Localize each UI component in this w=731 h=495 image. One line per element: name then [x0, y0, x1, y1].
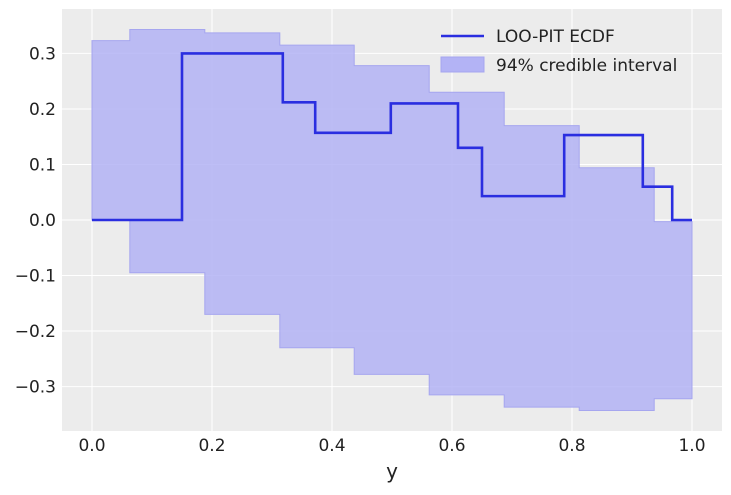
y-tick-label: 0.3	[29, 44, 56, 64]
series-layer	[92, 52, 692, 222]
x-tick-label: 0.0	[78, 436, 105, 456]
y-tick-label: 0.0	[29, 211, 56, 231]
x-axis-ticks: 0.0 0.2 0.4 0.6 0.8 1.0	[78, 436, 705, 456]
legend: LOO-PIT ECDF 94% credible interval	[440, 27, 677, 76]
x-tick-label: 0.8	[558, 436, 585, 456]
legend-band-swatch	[440, 56, 485, 73]
ecdf-line	[92, 52, 692, 222]
x-tick-label: 0.2	[198, 436, 225, 456]
y-tick-label: −0.1	[15, 267, 56, 287]
y-tick-label: 0.2	[29, 100, 56, 120]
credible-interval-area	[91, 29, 693, 411]
y-axis-ticks: 0.3 0.2 0.1 0.0 −0.1 −0.2 −0.3	[15, 44, 56, 397]
legend-label-ecdf: LOO-PIT ECDF	[496, 27, 615, 47]
y-tick-label: −0.3	[15, 378, 56, 398]
credible-interval-band	[91, 29, 693, 411]
x-tick-label: 0.6	[438, 436, 465, 456]
x-axis-label: y	[386, 459, 398, 483]
x-tick-label: 1.0	[678, 436, 705, 456]
x-tick-label: 0.4	[318, 436, 345, 456]
y-tick-label: −0.2	[15, 322, 56, 342]
y-tick-label: 0.1	[29, 155, 56, 175]
legend-label-interval: 94% credible interval	[496, 56, 677, 76]
